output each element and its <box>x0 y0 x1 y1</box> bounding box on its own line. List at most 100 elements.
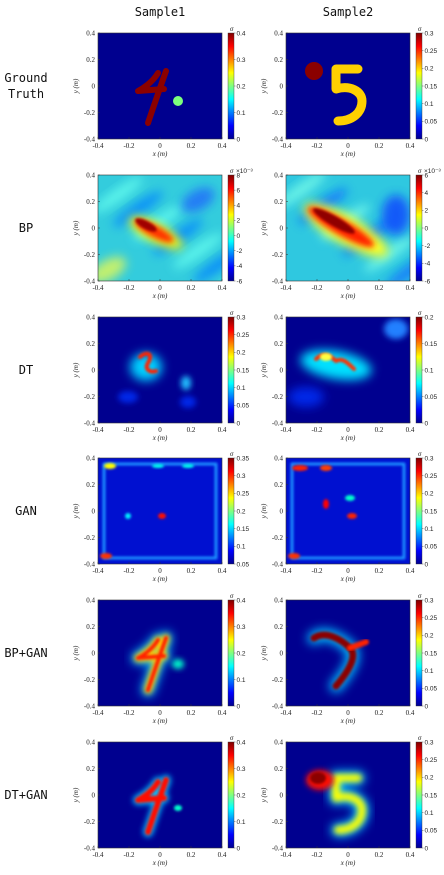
blob <box>125 513 131 519</box>
colorbar-tick-label: 0.2 <box>425 491 434 498</box>
x-tick-label: 0 <box>158 142 162 150</box>
colorbar-tick-label: 0.25 <box>425 757 438 764</box>
column-title-sample1: Sample1 <box>135 5 186 19</box>
shape <box>138 351 158 374</box>
blob <box>118 391 138 403</box>
y-tick-label: -0.2 <box>84 109 96 117</box>
heatmap-image <box>98 33 222 139</box>
heatmap-image <box>98 317 222 423</box>
x-tick-label: -0.2 <box>311 426 323 434</box>
x-tick-label: -0.4 <box>92 142 104 150</box>
colorbar-tick-label: -6 <box>425 278 431 285</box>
blob <box>104 463 116 469</box>
colorbar-tick-label: 0.25 <box>425 473 438 480</box>
x-tick-label: -0.2 <box>311 851 323 859</box>
colorbar-unit: σ <box>230 25 234 33</box>
x-tick-label: -0.2 <box>311 142 323 150</box>
colorbar-tick-label: 0.2 <box>425 775 434 782</box>
x-tick-label: -0.4 <box>92 567 104 575</box>
colorbar-tick-label: 0.2 <box>237 83 246 90</box>
blob <box>323 499 329 509</box>
blob <box>180 396 196 408</box>
colorbar-tick-label: 0.05 <box>425 394 438 401</box>
heatmap-image <box>286 600 410 706</box>
blob <box>193 247 222 281</box>
colorbar <box>227 599 235 707</box>
y-tick-label: 0 <box>280 83 284 91</box>
x-tick-label: -0.2 <box>123 426 135 434</box>
y-tick-label: -0.2 <box>272 818 284 826</box>
x-tick-label: 0 <box>158 284 162 292</box>
colorbar-tick-label: 0.15 <box>237 367 250 374</box>
colorbar-tick-label: 0.15 <box>425 792 438 799</box>
x-tick-label: 0.2 <box>187 284 196 292</box>
colorbar-tick-label: 0 <box>237 845 241 852</box>
row-label: Ground Truth <box>4 71 47 101</box>
colorbar-tick-label: 0 <box>425 136 429 143</box>
y-axis-label: y (m) <box>72 220 80 236</box>
colorbar-tick-label: 2 <box>237 218 241 225</box>
shape <box>332 774 366 834</box>
colorbar-tick-label: 0 <box>237 136 241 143</box>
colorbar-tick-label: 0.2 <box>237 650 246 657</box>
blob <box>313 208 355 234</box>
y-tick-label: -0.2 <box>272 676 284 684</box>
colorbar-unit: σ <box>418 309 422 317</box>
colorbar-tick-label: 0.3 <box>425 739 434 746</box>
y-axis-label: y (m) <box>72 787 80 803</box>
y-tick-label: -0.4 <box>84 136 96 144</box>
y-tick-label: 0.4 <box>274 739 283 747</box>
y-tick-label: 0 <box>92 367 96 375</box>
y-tick-label: -0.2 <box>84 676 96 684</box>
panel: -0.4 -0.2 0 0.2 0.4 x (m) 0.4 0.2 0 -0.2 -0.4 y (m)… <box>260 25 438 158</box>
blob <box>364 236 410 272</box>
y-axis-label: y (m) <box>260 503 268 519</box>
panel: -0.4 -0.2 0 0.2 0.4 x (m) 0.4 0.2 0 -0.2 -0.4 y (m)… <box>260 734 438 867</box>
y-tick-label: -0.2 <box>84 534 96 542</box>
colorbar <box>227 32 235 140</box>
colorbar-tick-label: 0.3 <box>237 57 246 64</box>
shape <box>102 462 218 560</box>
colorbar-tick-label: 0 <box>425 420 429 427</box>
x-tick-label: 0.4 <box>218 284 227 292</box>
colorbar-tick-label: 0 <box>425 561 429 568</box>
x-tick-label: 0 <box>158 567 162 575</box>
gt-dot <box>173 96 183 106</box>
colorbar-tick-label: 4 <box>425 190 429 197</box>
blob <box>158 513 166 519</box>
y-tick-label: 0 <box>280 367 284 375</box>
y-tick-label: -0.4 <box>272 845 284 853</box>
y-tick-label: 0.4 <box>86 597 95 605</box>
x-axis-label: x (m) <box>340 292 356 300</box>
x-axis-label: x (m) <box>340 575 356 583</box>
colorbar-tick-label: 0.1 <box>237 544 246 551</box>
colorbar-tick-label: 0.3 <box>237 473 246 480</box>
gt-disc <box>305 62 323 80</box>
x-axis-label: x (m) <box>340 859 356 867</box>
x-tick-label: 0 <box>158 851 162 859</box>
x-tick-label: 0.2 <box>187 142 196 150</box>
x-tick-label: -0.2 <box>311 284 323 292</box>
x-axis-label: x (m) <box>152 717 168 725</box>
y-tick-label: 0.4 <box>86 314 95 322</box>
panel: -0.4 -0.2 0 0.2 0.4 x (m) 0.4 0.2 0 -0.2 -0.4 y (m)… <box>72 25 246 158</box>
colorbar-tick-label: 0.2 <box>425 314 434 321</box>
y-tick-label: -0.2 <box>272 251 284 259</box>
panels: -0.4 -0.2 0 0.2 0.4 x (m) 0.4 0.2 0 -0.2 -0.4 y (m)… <box>72 25 441 867</box>
colorbar-unit: σ <box>418 592 422 600</box>
y-axis-label: y (m) <box>72 362 80 378</box>
y-tick-label: -0.4 <box>272 703 284 711</box>
y-axis-label: y (m) <box>72 78 80 94</box>
colorbar <box>415 741 423 849</box>
colorbar-unit: σ <box>418 734 422 742</box>
blob <box>320 353 332 361</box>
colorbar-tick-label: 0.05 <box>425 544 438 551</box>
x-tick-label: 0.2 <box>375 284 384 292</box>
x-tick-label: -0.4 <box>92 709 104 717</box>
colorbar <box>227 316 235 424</box>
x-tick-label: -0.4 <box>280 142 292 150</box>
colorbar <box>415 316 423 424</box>
colorbar-tick-label: 6 <box>237 187 241 194</box>
colorbar-tick-label: 0.2 <box>425 66 434 73</box>
